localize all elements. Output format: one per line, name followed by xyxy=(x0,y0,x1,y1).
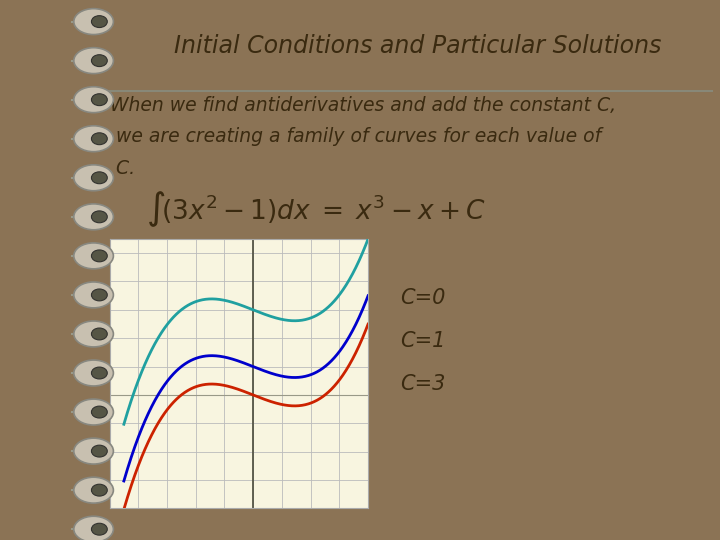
Text: we are creating a family of curves for each value of: we are creating a family of curves for e… xyxy=(109,127,600,146)
Text: C=3: C=3 xyxy=(400,374,446,394)
Text: Initial Conditions and Particular Solutions: Initial Conditions and Particular Soluti… xyxy=(174,34,661,58)
Text: C=1: C=1 xyxy=(400,332,446,352)
Text: C=0: C=0 xyxy=(400,288,446,308)
Text: When we find antiderivatives and add the constant C,: When we find antiderivatives and add the… xyxy=(109,96,616,116)
Text: C.: C. xyxy=(109,159,135,178)
Text: $\int\!\left(3x^2-1\right)dx\;=\;x^3-x+C$: $\int\!\left(3x^2-1\right)dx\;=\;x^3-x+C… xyxy=(146,190,487,230)
